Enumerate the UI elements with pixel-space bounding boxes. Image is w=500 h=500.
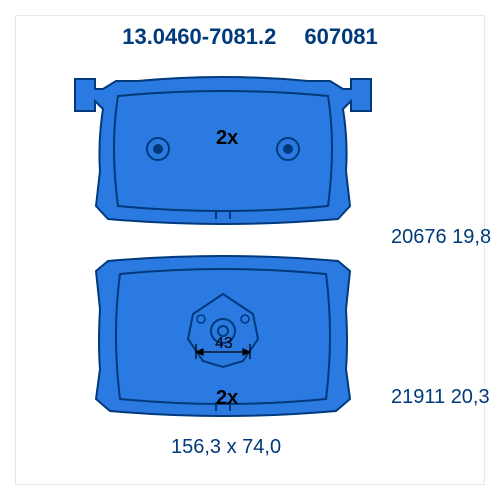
bottom-qty-label: 2x	[216, 387, 238, 410]
short-code: 607081	[304, 24, 377, 50]
header: 13.0460-7081.2 607081	[16, 16, 484, 58]
hole-right-inner	[283, 144, 293, 154]
dimensions-label: 156,3 x 74,0	[171, 436, 281, 459]
top-spec-label: 20676 19,8	[391, 226, 491, 249]
bottom-spec-label: 21911 20,3	[391, 386, 490, 409]
diagram-area: 2x 2x 43	[68, 71, 378, 431]
diagram-frame: 13.0460-7081.2 607081	[15, 15, 485, 485]
top-qty-label: 2x	[216, 127, 238, 150]
top-pad-shape	[75, 77, 371, 224]
part-number: 13.0460-7081.2	[122, 24, 276, 50]
inner-dim-value: 43	[215, 335, 233, 353]
hole-left-inner	[153, 144, 163, 154]
top-brake-pad	[68, 71, 378, 231]
